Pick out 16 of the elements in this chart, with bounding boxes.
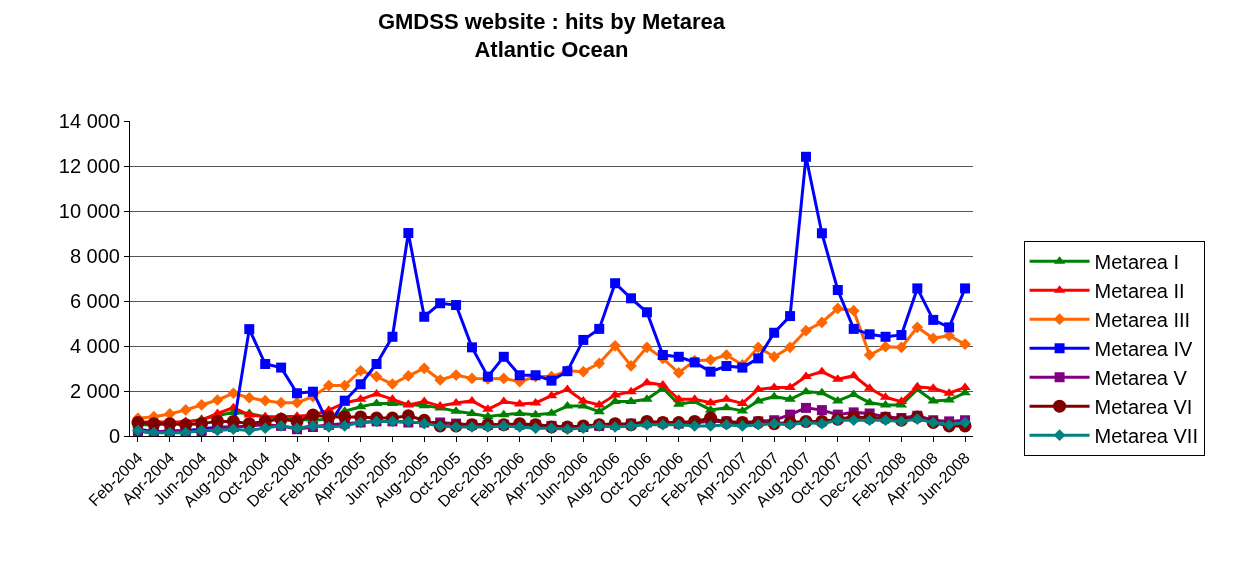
y-tick-label: 4 000 <box>69 335 120 357</box>
y-tick-label: 10 000 <box>58 200 120 222</box>
legend-label: Metarea II <box>1094 280 1185 302</box>
legend-label: Metarea VI <box>1094 396 1193 418</box>
legend-label: Metarea VII <box>1094 425 1198 447</box>
y-tick-label: 6 000 <box>69 290 120 312</box>
y-tick-label: 12 000 <box>58 155 120 177</box>
legend-label: Metarea III <box>1094 309 1191 331</box>
y-tick-label: 2 000 <box>69 380 120 402</box>
y-tick-label: 8 000 <box>69 245 120 267</box>
legend-label: Metarea I <box>1094 251 1180 273</box>
y-tick-label: 0 <box>108 425 120 447</box>
legend-label: Metarea IV <box>1094 338 1194 360</box>
y-tick-label: 14 000 <box>58 110 120 132</box>
chart-title: GMDSS website : hits by Metarea Atlantic Ocean <box>377 8 726 63</box>
legend-label: Metarea V <box>1094 367 1188 389</box>
